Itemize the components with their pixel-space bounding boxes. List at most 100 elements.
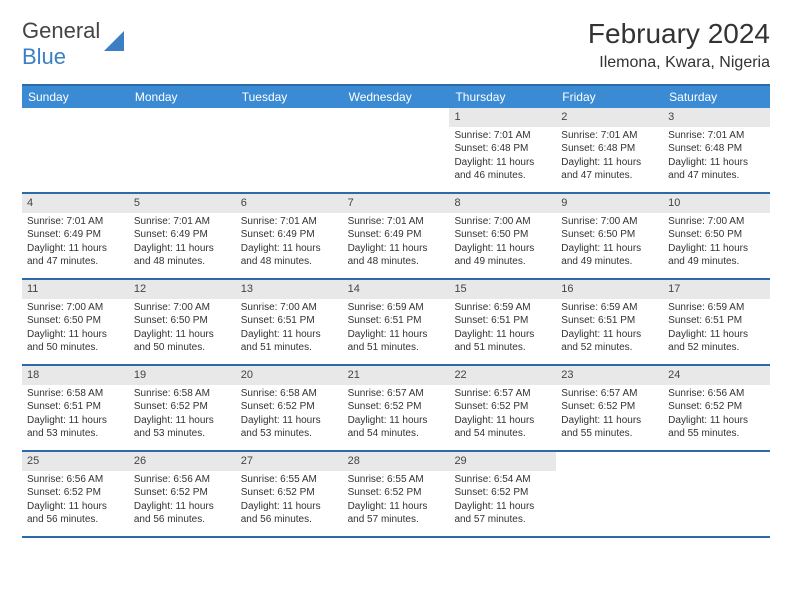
dow-cell: Sunday — [22, 86, 129, 108]
sunset-line: Sunset: 6:52 PM — [561, 400, 658, 414]
daylight-line: Daylight: 11 hours and 48 minutes. — [348, 242, 445, 269]
daylight-line: Daylight: 11 hours and 56 minutes. — [134, 500, 231, 527]
sunset-line: Sunset: 6:50 PM — [134, 314, 231, 328]
day-cell: 27 Sunrise: 6:55 AMSunset: 6:52 PMDayligh… — [236, 452, 343, 536]
day-cell: 29Sunrise: 6:54 AMSunset: 6:52 PMDayligh… — [449, 452, 556, 536]
sunrise-line: Sunrise: 7:00 AM — [561, 215, 658, 229]
sunrise-line: Sunrise: 7:01 AM — [454, 129, 551, 143]
sunrise-line: Sunrise: 7:01 AM — [27, 215, 124, 229]
sunrise-line: Sunrise: 7:00 AM — [668, 215, 765, 229]
day-cell: 17Sunrise: 6:59 AMSunset: 6:51 PMDayligh… — [663, 280, 770, 364]
daylight-line: Daylight: 11 hours and 49 minutes. — [668, 242, 765, 269]
week-row: 11 Sunrise: 7:00 AM Sunset: 6:50 PM Dayligh… — [22, 280, 770, 366]
sunrise-line: Sunrise: 6:55 AM — [241, 473, 338, 487]
day-cell: 20Sunrise: 6:58 AMSunset: 6:52 PMDayligh… — [236, 366, 343, 450]
sunset-line: Sunset: 6:52 PM — [134, 400, 231, 414]
sunset-line: Sunset: 6:48 PM — [668, 142, 765, 156]
sunrise-line: Sunrise: 6:59 AM — [454, 301, 551, 315]
day-cell: 7Sunrise: 7:01 AMSunset: 6:49 PMDaylight… — [343, 194, 450, 278]
dow-cell: Monday — [129, 86, 236, 108]
calendar-page: General Blue February 2024 Ilemona, Kwar… — [0, 0, 792, 556]
sunset-line: Sunset: 6:52 PM — [454, 400, 551, 414]
calendar-grid: SundayMondayTuesdayWednesdayThursdayFrid… — [22, 84, 770, 538]
empty-cell — [556, 452, 663, 536]
sunrise-line: Sunrise: 7:01 AM — [668, 129, 765, 143]
daylight-line: Daylight: 11 hours and 51 minutes. — [454, 328, 551, 355]
day-cell: 22Sunrise: 6:57 AMSunset: 6:52 PMDayligh… — [449, 366, 556, 450]
sunrise-line: Sunrise: 6:56 AM — [668, 387, 765, 401]
day-number: 5 — [129, 194, 236, 213]
day-of-week-row: SundayMondayTuesdayWednesdayThursdayFrid… — [22, 86, 770, 108]
daylight-line: Daylight: 11 hours and 46 minutes. — [454, 156, 551, 183]
page-title: February 2024 — [588, 18, 770, 50]
sunrise-line: Sunrise: 6:59 AM — [668, 301, 765, 315]
week-row: 18Sunrise: 6:58 AMSunset: 6:51 PMDayligh… — [22, 366, 770, 452]
sunrise-line: Sunrise: 7:00 AM — [27, 301, 124, 315]
day-number: 11 — [22, 280, 129, 299]
week-row: 25Sunrise: 6:56 AMSunset: 6:52 PMDayligh… — [22, 452, 770, 538]
day-number: 27 — [236, 452, 343, 471]
day-cell: 26Sunrise: 6:56 AMSunset: 6:52 PMDayligh… — [129, 452, 236, 536]
day-number: 28 — [343, 452, 450, 471]
daylight-line: Daylight: 11 hours and 53 minutes. — [27, 414, 124, 441]
daylight-line: Daylight: 11 hours and 50 minutes. — [27, 328, 124, 355]
day-number: 14 — [343, 280, 450, 299]
day-number: 1 — [449, 108, 556, 127]
day-cell: 2Sunrise: 7:01 AMSunset: 6:48 PMDaylight… — [556, 108, 663, 192]
sunset-line: Sunset: 6:52 PM — [241, 486, 338, 500]
sunset-line: Sunset: 6:52 PM — [27, 486, 124, 500]
sunset-line: Sunset: 6:48 PM — [561, 142, 658, 156]
sunrise-line: Sunrise: 6:58 AM — [27, 387, 124, 401]
sunrise-line: Sunrise: 6:56 AM — [27, 473, 124, 487]
sunrise-line: Sunrise: 6:59 AM — [348, 301, 445, 315]
day-number: 24 — [663, 366, 770, 385]
empty-cell — [343, 108, 450, 192]
daylight-line: Daylight: 11 hours and 48 minutes. — [241, 242, 338, 269]
sunset-line: Sunset: 6:51 PM — [454, 314, 551, 328]
day-cell: 8Sunrise: 7:00 AMSunset: 6:50 PMDaylight… — [449, 194, 556, 278]
daylight-line: Daylight: 11 hours and 56 minutes. — [241, 500, 338, 527]
daylight-line: Daylight: 11 hours and 53 minutes. — [241, 414, 338, 441]
day-number: 10 — [663, 194, 770, 213]
daylight-line: Daylight: 11 hours and 55 minutes. — [668, 414, 765, 441]
dow-cell: Tuesday — [236, 86, 343, 108]
day-cell: 5Sunrise: 7:01 AMSunset: 6:49 PMDaylight… — [129, 194, 236, 278]
dow-cell: Wednesday — [343, 86, 450, 108]
sunrise-line: Sunrise: 6:58 AM — [241, 387, 338, 401]
day-number: 20 — [236, 366, 343, 385]
sunset-line: Sunset: 6:49 PM — [241, 228, 338, 242]
day-cell: 18Sunrise: 6:58 AMSunset: 6:51 PMDayligh… — [22, 366, 129, 450]
daylight-line: Daylight: 11 hours and 52 minutes. — [668, 328, 765, 355]
brand-right: Blue — [22, 44, 66, 69]
day-number: 9 — [556, 194, 663, 213]
day-cell: 3Sunrise: 7:01 AMSunset: 6:48 PMDaylight… — [663, 108, 770, 192]
day-cell: 16Sunrise: 6:59 AMSunset: 6:51 PMDayligh… — [556, 280, 663, 364]
sunset-line: Sunset: 6:52 PM — [668, 400, 765, 414]
sunset-line: Sunset: 6:52 PM — [348, 486, 445, 500]
dow-cell: Saturday — [663, 86, 770, 108]
sunset-line: Sunset: 6:52 PM — [348, 400, 445, 414]
daylight-line: Daylight: 11 hours and 54 minutes. — [454, 414, 551, 441]
day-cell: 28Sunrise: 6:55 AMSunset: 6:52 PMDayligh… — [343, 452, 450, 536]
sunset-line: Sunset: 6:50 PM — [668, 228, 765, 242]
day-number: 22 — [449, 366, 556, 385]
sunrise-line: Sunrise: 7:01 AM — [561, 129, 658, 143]
location-subtitle: Ilemona, Kwara, Nigeria — [588, 54, 770, 72]
day-number: 15 — [449, 280, 556, 299]
daylight-line: Daylight: 11 hours and 48 minutes. — [134, 242, 231, 269]
day-cell: 15 Sunrise: 6:59 AMSunset: 6:51 PMDayligh… — [449, 280, 556, 364]
brand-left: General — [22, 18, 100, 43]
sunset-line: Sunset: 6:48 PM — [454, 142, 551, 156]
sunrise-line: Sunrise: 6:59 AM — [561, 301, 658, 315]
day-number: 26 — [129, 452, 236, 471]
day-cell: 25Sunrise: 6:56 AMSunset: 6:52 PMDayligh… — [22, 452, 129, 536]
day-number: 7 — [343, 194, 450, 213]
day-number: 17 — [663, 280, 770, 299]
sunset-line: Sunset: 6:51 PM — [348, 314, 445, 328]
sunrise-line: Sunrise: 7:01 AM — [241, 215, 338, 229]
sunset-line: Sunset: 6:50 PM — [454, 228, 551, 242]
day-cell: 13Sunrise: 7:00 AMSunset: 6:51 PMDayligh… — [236, 280, 343, 364]
brand-text: General Blue — [22, 18, 100, 70]
day-cell: 9Sunrise: 7:00 AMSunset: 6:50 PMDaylight… — [556, 194, 663, 278]
sunrise-line: Sunrise: 6:56 AM — [134, 473, 231, 487]
